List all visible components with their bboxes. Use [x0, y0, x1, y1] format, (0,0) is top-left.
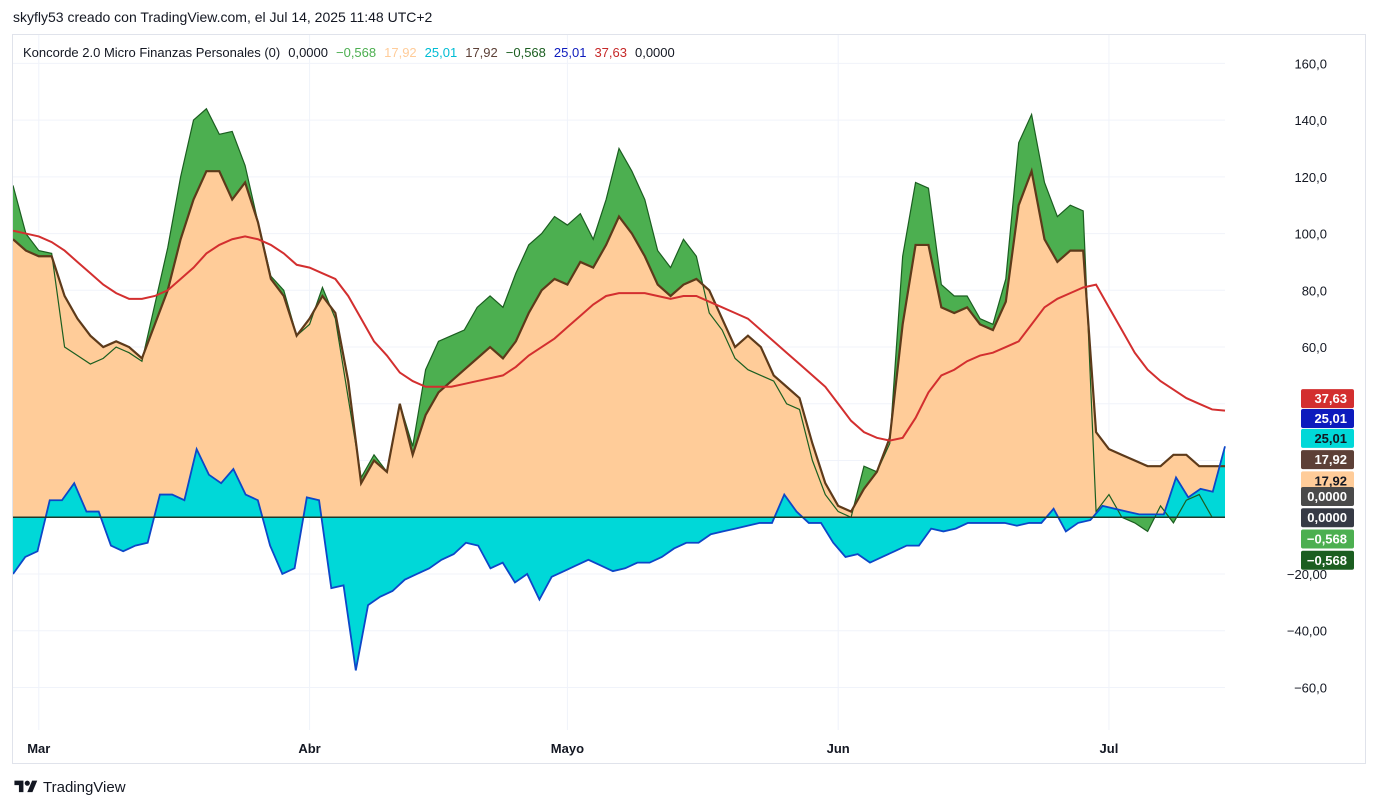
price-label-2: 25,01 [1314, 431, 1347, 446]
indicator-legend[interactable]: Koncorde 2.0 Micro Finanzas Personales (… [23, 45, 675, 60]
tradingview-logo-icon [14, 780, 38, 793]
x-tick-label-1: Abr [298, 741, 320, 756]
price-label-3: 17,92 [1314, 452, 1347, 467]
price-label-bg-6 [1301, 508, 1354, 528]
x-tick-label-3: Jun [827, 741, 850, 756]
brand-label: TradingView [43, 778, 126, 796]
y-tick-label-2: 120,0 [1294, 170, 1327, 185]
attribution-text: skyfly53 creado con TradingView.com, el … [13, 9, 433, 25]
brown-line [13, 167, 1225, 513]
y-tick-label-1: 140,0 [1294, 113, 1327, 128]
legend-value-0: 0,0000 [288, 45, 328, 60]
red-ma-line [13, 229, 1226, 442]
legend-value-1: −0,568 [336, 45, 377, 60]
price-label-bg-2 [1301, 428, 1354, 448]
koncorde-chart[interactable]: 160,0 140,0 120,0 100,0 80,0 60,0 −20,00 −40,00… [13, 35, 1367, 765]
blue-line [13, 446, 1226, 671]
footer-brand[interactable]: TradingView [13, 778, 126, 796]
green-line [13, 107, 1225, 533]
x-tick-label-0: Mar [27, 741, 50, 756]
x-tick-label-2: Mayo [551, 741, 584, 756]
price-label-bg-7 [1301, 529, 1354, 549]
legend-value-4: 17,92 [465, 45, 498, 60]
price-label-5: 0,0000 [1307, 489, 1347, 504]
y-tick-label-3: 100,0 [1294, 227, 1327, 242]
price-label-bg-3 [1301, 450, 1354, 470]
y-tick-label-6: −20,00 [1287, 567, 1327, 582]
price-label-bg-0 [1301, 389, 1354, 409]
y-tick-label-5: 60,0 [1302, 340, 1327, 355]
legend-value-6: 25,01 [553, 45, 587, 60]
legend-value-7: 37,63 [594, 45, 627, 60]
price-label-0: 37,63 [1314, 391, 1347, 406]
x-tick-label-4: Jul [1100, 741, 1119, 756]
legend-value-5: −0,568 [505, 45, 546, 60]
price-label-4: 17,92 [1314, 473, 1347, 488]
price-label-bg-1 [1301, 408, 1354, 428]
y-tick-label-8: −60,0 [1294, 680, 1327, 695]
price-label-bg-4 [1301, 471, 1354, 491]
y-tick-label-4: 80,0 [1302, 283, 1327, 298]
price-label-1: 25,01 [1314, 411, 1347, 426]
price-label-7: −0,568 [1307, 532, 1347, 547]
price-label-8: −0,568 [1307, 553, 1347, 568]
indicator-name: Koncorde 2.0 Micro Finanzas Personales (… [23, 45, 281, 60]
chart-frame[interactable]: 160,0 140,0 120,0 100,0 80,0 60,0 −20,00 −40,00… [12, 34, 1366, 764]
price-label-6: 0,0000 [1307, 510, 1347, 525]
legend-value-2: 17,92 [384, 45, 417, 60]
price-label-bg-8 [1301, 550, 1354, 570]
legend-values: 0,0000 −0,568 17,92 25,01 17,92 −0,568 25,01 37… [288, 45, 675, 60]
legend-value-3: 25,01 [424, 45, 458, 60]
y-tick-label-7: −40,00 [1287, 624, 1327, 639]
y-tick-label-0: 160,0 [1294, 56, 1327, 71]
cyan-area [13, 446, 1225, 671]
peach-area [13, 171, 1225, 518]
price-label-bg-5 [1301, 486, 1354, 506]
legend-value-8: 0,0000 [634, 45, 675, 60]
